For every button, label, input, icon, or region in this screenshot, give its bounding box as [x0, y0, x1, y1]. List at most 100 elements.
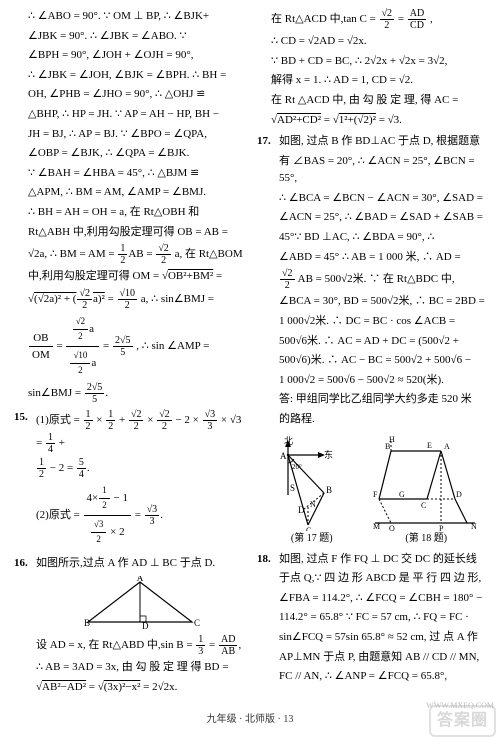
figure-caption: (第 17 题)	[262, 531, 362, 547]
problem-15: 15. (1)原式 = 12 × 12 + √22 × √22 − 2 × √3…	[14, 409, 243, 551]
figure-17: 北 东 A B S D C N 20° (第 17	[262, 435, 362, 547]
svg-text:东: 东	[324, 449, 333, 460]
text-line: ∠OBP = ∠BJK, ∴ ∠QPA = ∠BJK.	[14, 145, 243, 163]
svg-text:N: N	[310, 500, 316, 509]
text-line: 有 ∠BAS = 20°, ∴ ∠ACN = 25°, ∠BCN = 55°,	[279, 153, 486, 188]
fraction: √33	[203, 409, 218, 432]
problem-16: 16. 如图所示,过点 A 作 AD ⊥ BC 于点 D. A B C D 设 …	[14, 555, 243, 699]
svg-text:A: A	[136, 576, 143, 583]
svg-text:H: H	[389, 435, 395, 444]
text-line: ∵ BD + CD = BC, ∴ 2√2x + √2x = 3√2,	[257, 53, 486, 71]
text-line: ∠JBK = 90°. ∴ ∠JBK = ∠ABO. ∵	[14, 28, 243, 46]
fraction: √22	[129, 409, 144, 432]
text-line: sin∠FCQ = 57sin 65.8° ≈ 52 cm, 过 点 A 作	[279, 629, 486, 647]
problem-18: 18. 如图, 过点 F 作 FQ ⊥ DC 交 DC 的延长线 于点 Q,∵ …	[257, 551, 486, 688]
text-line: ∴ BH = AH = OH = a, 在 Rt△OBH 和	[14, 204, 243, 222]
fraction: √22	[156, 243, 171, 266]
svg-text:B: B	[326, 485, 332, 495]
problem-number: 16.	[14, 555, 36, 699]
fraction: √22a √102a	[66, 313, 99, 380]
figure-18: B H E A F G C D M Q P N (第 18 题)	[371, 435, 481, 547]
svg-text:C: C	[194, 618, 200, 628]
figure-row: 北 东 A B S D C N 20° (第 17	[257, 435, 486, 547]
text-line: △BHP, ∴ HP = JH. ∵ AP = AH − HP, BH −	[14, 106, 243, 124]
text-line: 在 Rt△ACD 中,tan C = √22 = ADCD ,	[257, 8, 486, 31]
text-line: ∠BPH = 90°, ∠JOH + ∠OJH = 90°,	[14, 47, 243, 65]
svg-text:S: S	[290, 483, 295, 493]
fraction: ADCD	[408, 8, 426, 31]
text-line: sin∠BMJ = 2√55.	[14, 382, 243, 405]
problem-number: 18.	[257, 551, 279, 688]
svg-text:B: B	[84, 618, 90, 628]
text-line: ∴ ∠JBK = ∠JOH, ∠BJK = ∠BPH. ∴ BH =	[14, 67, 243, 85]
svg-text:北: 北	[284, 436, 293, 446]
text-line: Rt△ABH 中,利用勾股定理可得 OB = AB =	[14, 224, 243, 242]
text-line: 在 Rt △ACD 中, 由 勾 股 定 理, 得 AC =	[257, 92, 486, 110]
fraction: 4×12 − 1 √32 × 2	[84, 482, 131, 549]
problem-17: 17. 如图, 过点 B 作 BD⊥AC 于点 D, 根据题意 有 ∠BAS =…	[257, 133, 486, 430]
text-line: 45°∵ BD ⊥AC, ∴ ∠BDA = 90°, ∴	[279, 229, 486, 247]
text-line: 1 000√2米. ∴ DC = BC · cos ∠ACB =	[279, 313, 486, 331]
text-line: √22 AB = 500√2米. ∵ 在 Rt△BDC 中,	[279, 268, 486, 291]
svg-text:D: D	[298, 505, 305, 515]
fraction: 14	[46, 432, 55, 455]
text-line: 500√6米. ∴ AC = AD + DC = (500√2 +	[279, 333, 486, 351]
fraction: 54	[77, 457, 86, 480]
text-line: √AD²+CD² = √1²+(√2)² = √3.	[257, 112, 486, 130]
fraction: 12	[118, 243, 127, 266]
svg-text:C: C	[421, 501, 426, 510]
svg-text:E: E	[427, 441, 432, 450]
text-line: √(√2a)² + (√22a)² = √102 a, ∴ sin∠BMJ =	[14, 288, 243, 311]
fraction: √102	[118, 288, 138, 311]
text-line: OBOM = √22a √102a = 2√55 , ∴ sin ∠AMP =	[14, 313, 243, 380]
text-line: OH, ∠PHB = ∠JHO = 90°, ∴ △OHJ ≌	[14, 86, 243, 104]
figure-caption: (第 18 题)	[371, 531, 481, 547]
fraction: 13	[196, 634, 205, 657]
right-column: 在 Rt△ACD 中,tan C = √22 = ADCD , ∴ CD = √…	[257, 8, 486, 706]
text-line: ∠ACN = 25°, ∴ ∠BAD = ∠SAD + ∠SAB =	[279, 209, 486, 227]
page-footer: 九年级 · 北师版 · 13	[14, 712, 486, 728]
text-line: 于点 Q,∵ 四 边 形 ABCD 是 平 行 四 边 形,	[279, 570, 486, 588]
problem-number: 17.	[257, 133, 279, 430]
text-line: 中,利用勾股定理可得 OM = √OB²+BM² =	[14, 268, 243, 286]
text-line: 如图, 过点 F 作 FQ ⊥ DC 交 DC 的延长线	[279, 551, 486, 569]
text-line: ∴ ∠BCA = ∠BCN − ∠ACN = 30°, ∠SAD =	[279, 190, 486, 208]
text-line: ∴ AB = 3AD = 3x, 由 勾 股 定 理 得 BD =	[36, 659, 243, 677]
text-line: 114.2° = 65.8° ∵ FC = 57 cm, ∴ FQ = FC ·	[279, 609, 486, 627]
fraction: √33	[145, 504, 160, 527]
text-line: 答: 甲组同学比乙组同学大约多走 520 米	[279, 391, 486, 409]
text-line: (1)原式 = 12 × 12 + √22 × √22 − 2 × √33 × …	[36, 409, 243, 455]
fraction: √22	[280, 268, 295, 291]
text-line: 的路程.	[279, 411, 486, 429]
text-line: 如图, 过点 B 作 BD⊥AC 于点 D, 根据题意	[279, 133, 486, 151]
fraction: 12	[37, 457, 46, 480]
triangle-figure-16: A B C D	[80, 576, 200, 630]
text-line: 设 AD = x, 在 Rt△ABD 中,sin B = 13 = ADAB,	[36, 634, 243, 657]
fraction: √22	[157, 409, 172, 432]
text-line: ∠ABD = 45° ∴ AB = 1 000 米, ∴ AD =	[279, 249, 486, 267]
text-line: √2a, ∴ BM = AM = 12AB = √22 a, 在 Rt△BOM	[14, 243, 243, 266]
svg-text:F: F	[373, 490, 378, 499]
text-line: √AB²−AD² = √(3x)²−x² = 2√2x.	[36, 679, 243, 697]
fraction: 12	[106, 409, 115, 432]
text-line: 500√6)米. ∴ AC − BC = 500√2 + 500√6 −	[279, 352, 486, 370]
text-line: (2)原式 = 4×12 − 1 √32 × 2 = √33.	[36, 482, 243, 549]
svg-text:D: D	[142, 621, 149, 630]
svg-text:C: C	[306, 526, 311, 531]
left-column: ∴ ∠ABO = 90°. ∵ OM ⊥ BP, ∴ ∠BJK+ ∠JBK = …	[14, 8, 243, 706]
svg-text:M: M	[373, 522, 380, 531]
text-line: 解得 x = 1. ∴ AD = 1, CD = √2.	[257, 72, 486, 90]
svg-text:A: A	[444, 442, 450, 451]
svg-text:A: A	[280, 451, 287, 461]
svg-text:D: D	[456, 490, 462, 499]
svg-text:N: N	[471, 522, 477, 531]
text-line: ∠BCA = 30°, BD = 500√2米, ∴ BC = 2BD =	[279, 293, 486, 311]
svg-text:P: P	[439, 524, 444, 531]
svg-text:20°: 20°	[292, 463, 302, 471]
fraction: √22	[77, 288, 92, 311]
fraction: 2√55	[113, 335, 133, 358]
fraction: 12	[84, 409, 93, 432]
text-line: 如图所示,过点 A 作 AD ⊥ BC 于点 D.	[36, 555, 243, 573]
text-line: JH = BJ, ∴ AP = BJ. ∵ ∠BPO = ∠QPA,	[14, 126, 243, 144]
text-line: FC // AN, ∴ ∠ANP = ∠FCQ = 65.8°,	[279, 668, 486, 686]
